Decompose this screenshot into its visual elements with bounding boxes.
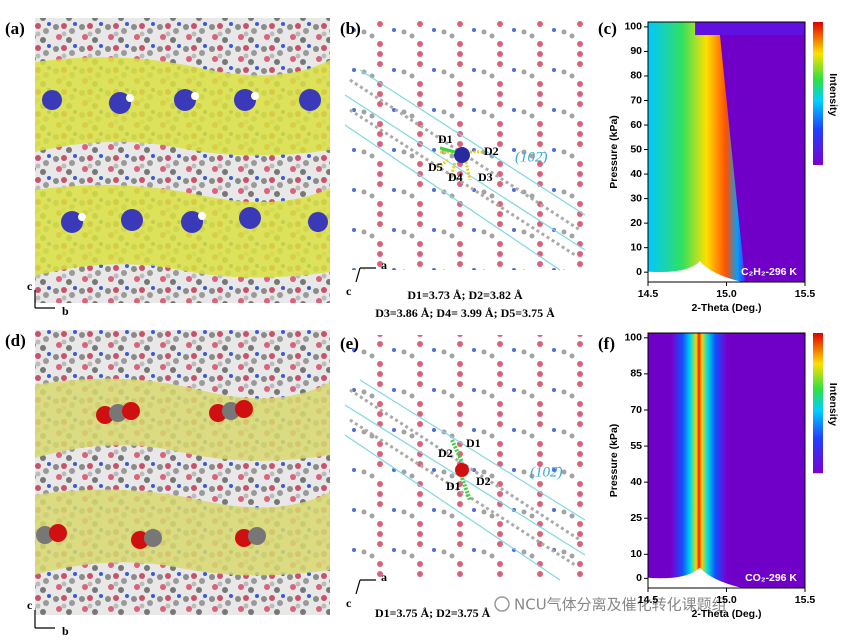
intensity-field [671,333,727,588]
axis-label: c [346,596,352,610]
plane-line [344,69,586,271]
plane-line [344,379,586,581]
annotation: D1 [438,132,453,146]
molecules [36,400,266,549]
annotation: CO₂-296 K [745,572,797,584]
y-tick-label: 10 [630,548,642,560]
watermark-icon [494,596,510,612]
caption: D1=3.75 Å; D2=3.75 Å [375,606,491,620]
annotation: D1 [466,436,481,450]
colorbar [813,22,823,165]
molecules [42,89,328,233]
y-tick-label: 70 [630,404,642,416]
axis-label: c [27,598,33,612]
structure-image [345,335,585,580]
panel-b: D1 D2 D3 D4 D5 (102̄) (b) a c D1=3.73 Å;… [340,19,586,320]
linker [349,78,581,257]
molecules-h [78,92,259,221]
annotation: C₂H₂-296 K [741,266,797,278]
axis-label: a [381,570,387,584]
axis-label: b [62,304,69,318]
y-tick-label: 100 [624,332,642,344]
linker [349,388,581,567]
annotation: D4 [448,170,463,184]
panel-label: (c) [598,19,617,38]
axis-label: c [346,284,352,298]
chart: 0 10 25 40 55 70 85 100 14.5 15.0 15.5 2-Theta (Deg… [608,332,839,620]
panel-label: (d) [5,331,26,350]
y-tick-label: 80 [630,70,642,82]
y-tick-label: 10 [630,241,642,253]
y-tick-label: 60 [630,119,642,131]
y-tick-label: 85 [630,368,642,380]
intensity-top [695,22,805,35]
axis-label: a [381,258,387,272]
y-tick-label: 50 [630,143,642,155]
annotation: D2 [438,446,453,460]
profile [648,261,743,282]
annotation: D5 [428,160,443,174]
x-tick-label: 14.5 [638,288,659,300]
plane-label: (102̄) [515,149,548,165]
axis-arrows [34,290,55,309]
y-tick-label: 20 [630,217,642,229]
y-tick-label: 40 [630,168,642,180]
y-axis-label: Pressure (kPa) [608,424,620,498]
pore-surface [35,185,330,278]
y-tick-label: 0 [636,572,642,584]
y-tick-label: 0 [636,266,642,278]
y-tick-label: 25 [630,512,642,524]
x-tick-label: 15.5 [795,594,816,606]
contact [439,146,456,154]
x-tick-label: 15.0 [716,594,737,606]
y-tick-label: 55 [630,440,642,452]
x-tick-label: 15.5 [795,288,816,300]
pore-surface [35,489,330,576]
chart: 0 10 20 30 40 50 60 70 80 90 100 14.5 15.0 15.5 2-Thet… [608,21,839,314]
caption: D1=3.73 Å; D2=3.82 Å [407,288,523,302]
panel-label: (e) [340,334,359,353]
y-axis-label: Pressure (kPa) [608,115,620,189]
axis-arrows [355,579,376,595]
panel-label: (a) [5,19,25,38]
colorbar [813,333,823,474]
annotation: D2 [476,474,491,488]
y-tick-label: 40 [630,476,642,488]
colorbar-label: Intensity [827,73,839,116]
panel-d: (d) c b [5,330,330,638]
structure-image [345,20,585,270]
y-tick-label: 100 [624,21,642,33]
panel-a: (a) c b [5,18,330,318]
profile [648,567,743,588]
colorbar-label: Intensity [827,383,839,426]
x-tick-label: 14.5 [638,594,659,606]
watermark-text: NCU气体分离及催化转化课题组 [514,596,727,614]
annotation: D2 [484,144,499,158]
annotation: D3 [478,170,493,184]
plane-label: (102̄) [530,464,563,480]
x-tick-label: 15.0 [716,288,737,300]
panel-label: (b) [340,19,361,38]
molecule [455,463,469,477]
caption: D3=3.86 Å; D4= 3.99 Å; D5=3.75 Å [375,306,555,320]
contacts [435,150,484,181]
axis-arrows [34,610,55,629]
annotation: D1 [446,479,461,493]
watermark: NCU气体分离及催化转化课题组 [494,596,727,614]
contacts [450,439,472,501]
y-tick-label: 70 [630,94,642,106]
pore-surface [35,378,330,461]
panel-e: D1 D2 D1 D2 (102̄) (e) a c D1=3.75 Å; D2… [340,334,586,620]
molecule [454,147,470,163]
x-axis-label: 2-Theta (Deg.) [691,608,761,620]
intensity-field [648,22,746,282]
axis-arrows [355,267,376,283]
axis-label: c [27,279,33,293]
y-tick-label: 30 [630,192,642,204]
panel-label: (f) [598,334,615,353]
axis-label: b [62,624,69,638]
x-axis-label: 2-Theta (Deg.) [691,302,761,314]
y-tick-label: 90 [630,45,642,57]
